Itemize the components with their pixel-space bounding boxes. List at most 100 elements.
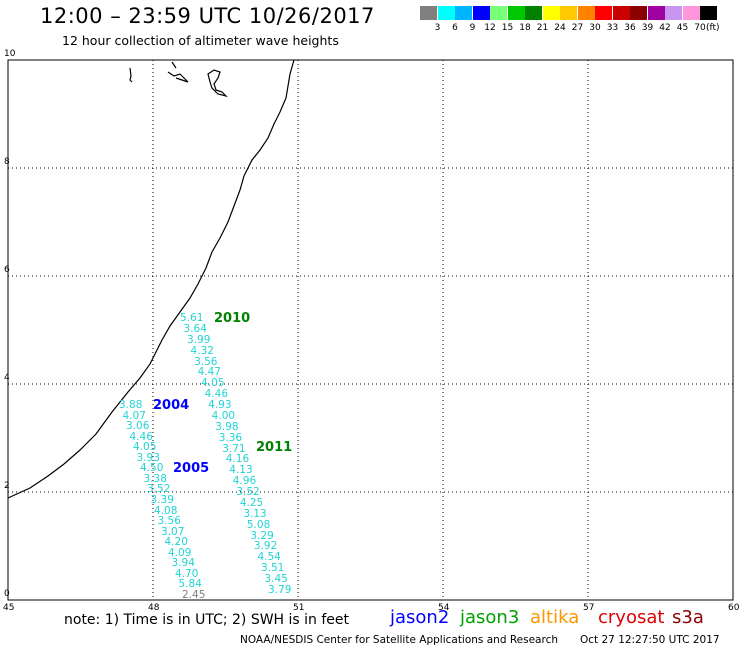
legend-swatch: [490, 6, 507, 20]
legend-swatch: [647, 6, 665, 20]
legend-label: 9: [469, 23, 476, 33]
wave-height-value: 4.32: [190, 344, 214, 357]
legend-label: 12: [484, 23, 496, 33]
legend-label: 33: [606, 23, 619, 33]
legend-label: 70: [694, 23, 706, 33]
satellite-jason2: jason2: [390, 607, 450, 628]
wave-height-value: 4.70: [175, 567, 199, 580]
wave-height-value: 5.61: [180, 312, 204, 324]
wave-height-value: 3.45: [264, 573, 288, 586]
wave-height-value: 4.08: [154, 504, 178, 517]
legend-label: 18: [519, 23, 531, 33]
chart-title: 12:00 – 23:59 UTC 10/26/2017: [40, 4, 375, 28]
legend-label: 15: [501, 23, 514, 33]
legend-label: 6: [452, 23, 458, 33]
latitude-label: 10: [4, 49, 16, 59]
longitude-label: 51: [293, 603, 305, 613]
legend-swatch: [525, 6, 542, 20]
wave-height-value: 4.16: [225, 453, 250, 466]
legend-swatch: [665, 6, 682, 20]
wave-height-value: 4.00: [211, 409, 236, 422]
pass-label-2005: 2005: [173, 461, 210, 476]
wave-height-value: 3.56: [157, 515, 181, 528]
wave-height-value: 4.47: [197, 366, 221, 379]
latitude-label: 0: [4, 589, 10, 599]
wave-height-value: 4.93: [208, 399, 232, 412]
satellite-cryosat: cryosat: [598, 607, 665, 628]
wave-height-value: 3.52: [236, 486, 260, 499]
legend-label: 21: [536, 23, 549, 33]
wave-height-value: 3.92: [253, 540, 278, 553]
wave-height-value: 4.96: [232, 475, 257, 488]
satellite-s3a: s3a: [672, 607, 704, 628]
wave-height-value: 4.46: [129, 430, 153, 443]
wave-height-value: 4.13: [229, 464, 253, 477]
satellite-altika: altika: [530, 607, 580, 628]
legend-label: 3: [434, 23, 441, 33]
pass-label-2010: 2010: [214, 311, 251, 326]
wave-height-value: 3.13: [243, 507, 267, 520]
wave-height-value: 4.20: [164, 536, 188, 549]
wave-height-value: 2.45: [182, 589, 206, 601]
longitude-label: 45: [3, 603, 15, 613]
latitude-label: 2: [4, 481, 10, 491]
wave-height-value: 3.38: [143, 472, 167, 485]
wave-height-value: 4.25: [239, 496, 264, 509]
legend-swatch: [560, 6, 577, 20]
wave-height-value: 5.84: [178, 578, 202, 591]
wave-height-value: 4.54: [257, 551, 281, 564]
longitude-label: 60: [728, 603, 740, 613]
wave-height-value: 3.94: [171, 557, 195, 570]
wave-height-value: 3.56: [194, 355, 218, 368]
legend-swatch: [577, 6, 595, 20]
wave-height-value: 4.50: [140, 462, 164, 475]
wave-height-value: 3.88: [119, 399, 143, 411]
island-3: [207, 69, 228, 98]
legend-swatch: [455, 6, 472, 20]
wave-height-value: 3.36: [218, 431, 243, 444]
legend-swatch: [507, 6, 525, 20]
wave-height-value: 3.51: [260, 562, 285, 575]
wave-height-value: 3.71: [222, 442, 246, 455]
legend-swatch: [437, 6, 455, 20]
wave-height-value: 3.07: [161, 525, 185, 538]
legend-swatch: [420, 6, 437, 20]
longitude-label: 57: [583, 603, 595, 613]
wave-height-value: 4.05: [201, 377, 225, 390]
island-2: [167, 61, 189, 83]
wave-height-value: 3.64: [183, 322, 207, 335]
wave-height-value: 4.09: [168, 546, 192, 559]
wave-height-value: 3.39: [150, 494, 174, 506]
legend-swatch: [472, 6, 490, 20]
timestamp: Oct 27 12:27:50 UTC 2017: [580, 634, 720, 646]
latitude-label: 8: [4, 157, 10, 167]
wave-height-value: 3.79: [268, 584, 292, 596]
pass-label-2004: 2004: [153, 398, 190, 413]
latitude-label: 6: [4, 265, 10, 275]
satellite-jason3: jason3: [460, 607, 520, 628]
legend-unit: (ft): [706, 23, 720, 33]
longitude-label: 48: [148, 603, 160, 613]
wave-height-value: 4.05: [133, 441, 157, 454]
chart-subtitle: 12 hour collection of altimeter wave hei…: [62, 33, 339, 48]
legend-label: 42: [659, 23, 671, 33]
coastline: [7, 59, 295, 499]
wave-height-value: 4.07: [122, 409, 146, 422]
legend-swatch: [630, 6, 647, 20]
footer-note: note: 1) Time is in UTC; 2) SWH is in fe…: [64, 612, 350, 628]
wave-height-value: 4.46: [204, 388, 229, 401]
legend-label: 24: [554, 23, 566, 33]
wave-height-value: 3.52: [147, 483, 171, 496]
legend-swatch: [700, 6, 717, 20]
wave-height-value: 3.93: [136, 451, 160, 464]
legend-swatch: [595, 6, 612, 20]
legend-label: 30: [589, 23, 601, 33]
pass-label-2011: 2011: [256, 440, 293, 455]
latitude-label: 4: [4, 373, 10, 383]
legend-label: 45: [676, 23, 689, 33]
legend-label: 36: [624, 23, 636, 33]
island-1: [129, 67, 133, 83]
credit-text: NOAA/NESDIS Center for Satellite Applica…: [240, 634, 558, 646]
map-frame: [7, 59, 734, 601]
